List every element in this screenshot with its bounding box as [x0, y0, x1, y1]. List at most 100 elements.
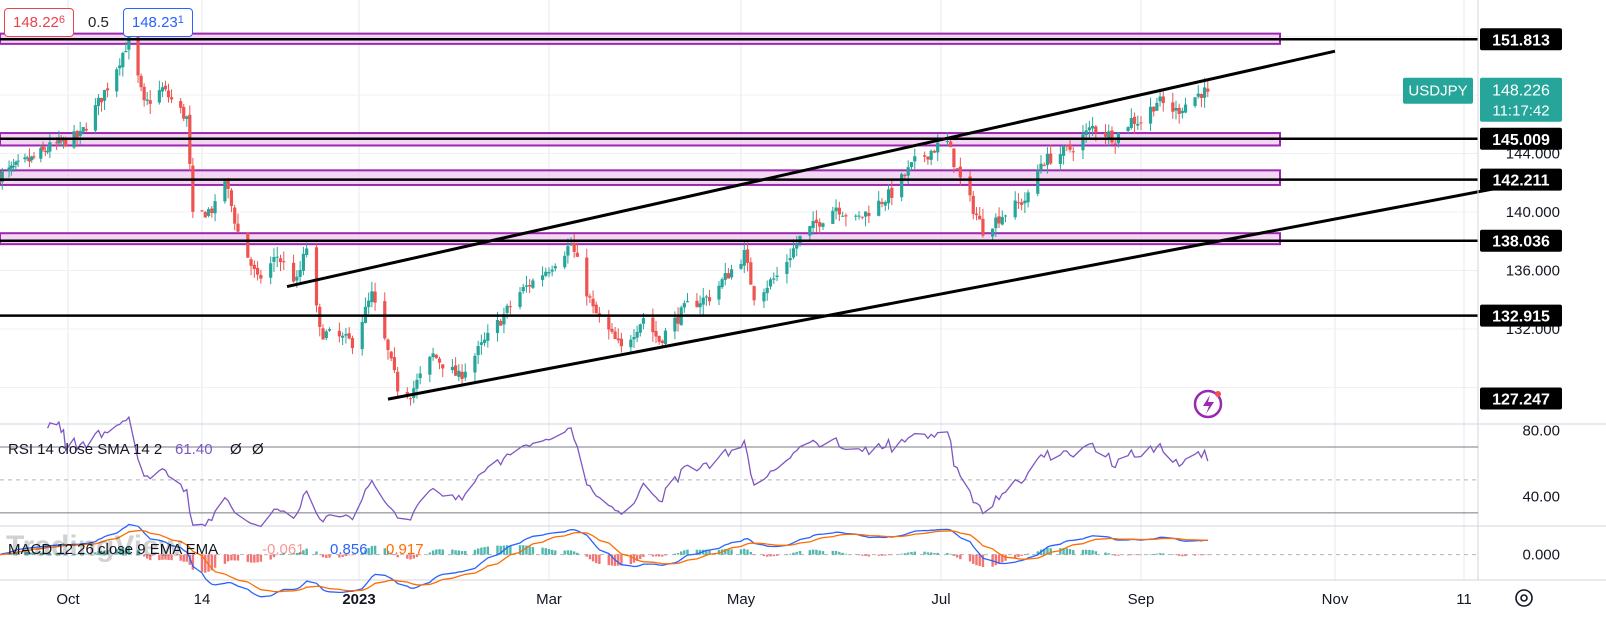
macd-histogram-bar: [686, 549, 689, 555]
macd-histogram-bar: [14, 552, 18, 555]
candle-body: [185, 116, 189, 119]
macd-histogram-bar: [39, 552, 42, 555]
macd-signal-line: [0, 529, 1208, 593]
macd-histogram-bar: [815, 549, 818, 555]
candle-body: [629, 339, 633, 348]
macd-histogram-bar: [831, 550, 835, 555]
macd-histogram-bar: [585, 554, 588, 557]
macd-histogram-bar: [305, 548, 308, 555]
candle-body: [502, 314, 506, 325]
candle-body: [945, 141, 950, 143]
candle-body: [550, 269, 554, 272]
macd-histogram-bar: [106, 550, 109, 555]
macd-histogram-bar: [1200, 554, 1203, 556]
candle-body: [314, 247, 319, 306]
macd-histogram-bar: [639, 554, 642, 559]
candle-body: [249, 259, 253, 266]
macd-histogram-bar: [959, 554, 962, 560]
macd-histogram-bar: [341, 554, 344, 557]
candle-body: [981, 218, 985, 236]
candle-body: [610, 328, 614, 332]
candle-body: [682, 303, 686, 308]
macd-histogram-bar: [136, 550, 140, 555]
macd-histogram-bar: [525, 545, 528, 555]
macd-histogram-bar: [328, 554, 331, 558]
candle-body: [229, 190, 234, 207]
macd-histogram-bar: [572, 551, 576, 555]
macd-histogram-bar: [145, 554, 149, 559]
macd-histogram-bar: [1181, 554, 1184, 557]
macd-histogram-bar: [1184, 554, 1187, 557]
macd-histogram-bar: [1130, 554, 1133, 556]
candle-body: [203, 211, 207, 218]
settings-icon: [1520, 594, 1528, 602]
macd-histogram-bar: [910, 551, 913, 555]
candle-body: [486, 332, 490, 341]
candle-body: [99, 97, 104, 103]
macd-histogram-bar: [1162, 553, 1165, 555]
macd-histogram-bar: [1158, 553, 1162, 555]
quote-panel: 148.226 0.5 148.231: [4, 8, 193, 37]
candle-body: [619, 338, 623, 347]
macd-histogram-bar: [207, 554, 210, 572]
macd-histogram-bar: [57, 552, 61, 555]
macd-histogram-bar: [249, 554, 253, 563]
macd-histogram-bar: [844, 553, 848, 555]
macd-histogram-bar: [651, 554, 655, 557]
candle-body: [616, 338, 620, 341]
macd-histogram-bar: [318, 554, 321, 556]
sell-price-button[interactable]: 148.226: [4, 8, 75, 37]
macd-histogram-bar: [170, 554, 173, 561]
macd-histogram-bar: [929, 552, 933, 555]
candle-body: [1003, 215, 1008, 217]
candle-body: [569, 244, 573, 246]
macd-histogram-bar: [975, 554, 978, 566]
candle-body: [136, 34, 140, 76]
macd-signal-value: 0.917: [386, 541, 424, 558]
candle-body: [508, 306, 512, 308]
current-price-label: 148.226: [1492, 83, 1550, 100]
macd-histogram-bar: [981, 554, 985, 568]
candle-body: [431, 353, 435, 357]
macd-histogram-bar: [1049, 548, 1052, 555]
candle-body: [588, 296, 592, 298]
candle-body: [1103, 133, 1108, 137]
macd-histogram-bar: [373, 545, 377, 555]
rsi-value: 61.40: [175, 441, 213, 458]
macd-histogram-bar: [118, 548, 121, 555]
macd-histogram-bar: [480, 547, 483, 555]
candle-body: [788, 258, 792, 261]
candle-body: [163, 85, 168, 90]
buy-price-button[interactable]: 148.231: [122, 8, 193, 37]
macd-histogram-bar: [857, 554, 861, 556]
macd-histogram-bar: [877, 554, 880, 556]
candle-body: [1081, 134, 1085, 151]
candle-body: [84, 128, 88, 131]
candle-body: [75, 131, 79, 138]
macd-histogram-bar: [32, 552, 36, 555]
candle-body: [1026, 192, 1030, 203]
candle-body: [739, 263, 743, 269]
candle-body: [890, 187, 894, 198]
candle-body: [269, 263, 273, 278]
candle-body: [772, 278, 776, 280]
candle-body: [1174, 107, 1178, 111]
candle-body: [880, 201, 884, 204]
candle-body: [1091, 126, 1095, 129]
candle-body: [1126, 127, 1130, 131]
candle-body: [808, 226, 812, 236]
macd-histogram-bar: [483, 547, 486, 555]
trend-channel-line: [387, 185, 1503, 401]
macd-histogram-bar: [438, 549, 441, 555]
candle-body: [118, 65, 122, 69]
candle-body: [531, 280, 535, 288]
macd-histogram-bar: [661, 554, 664, 557]
candle-body: [370, 291, 374, 303]
candle-body: [0, 171, 4, 182]
macd-histogram-bar: [838, 551, 841, 555]
candle-body: [1058, 154, 1062, 165]
macd-histogram-bar: [276, 554, 279, 556]
candle-body: [206, 209, 211, 216]
